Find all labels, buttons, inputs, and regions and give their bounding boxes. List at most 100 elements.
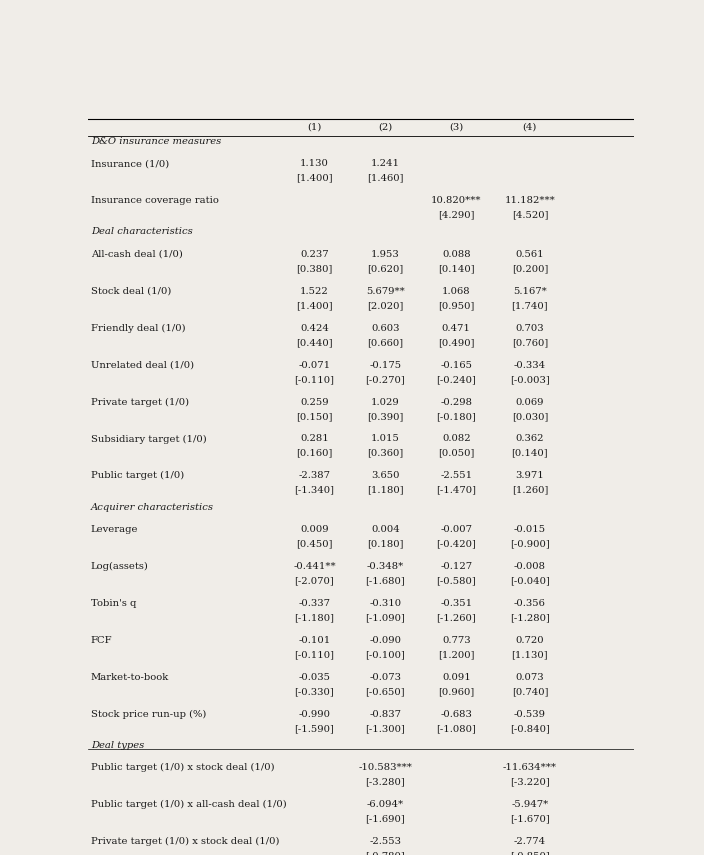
Text: 0.471: 0.471 bbox=[442, 324, 471, 333]
Text: [1.400]: [1.400] bbox=[296, 174, 333, 183]
Text: [-1.080]: [-1.080] bbox=[436, 724, 476, 733]
Text: -0.351: -0.351 bbox=[440, 598, 472, 608]
Text: D&O insurance measures: D&O insurance measures bbox=[91, 137, 221, 146]
Text: [0.490]: [0.490] bbox=[438, 338, 474, 347]
Text: [0.150]: [0.150] bbox=[296, 412, 333, 421]
Text: 5.679**: 5.679** bbox=[366, 286, 405, 296]
Text: -2.387: -2.387 bbox=[298, 471, 330, 481]
Text: 0.082: 0.082 bbox=[442, 434, 470, 444]
Text: -5.947*: -5.947* bbox=[511, 800, 548, 809]
Text: [-0.270]: [-0.270] bbox=[365, 374, 406, 384]
Text: [0.050]: [0.050] bbox=[438, 449, 474, 457]
Text: -11.634***: -11.634*** bbox=[503, 764, 557, 772]
Text: 0.703: 0.703 bbox=[515, 324, 544, 333]
Text: -0.101: -0.101 bbox=[298, 636, 331, 645]
Text: 1.130: 1.130 bbox=[300, 159, 329, 168]
Text: -0.683: -0.683 bbox=[440, 710, 472, 718]
Text: [4.520]: [4.520] bbox=[512, 210, 548, 220]
Text: [0.200]: [0.200] bbox=[512, 264, 548, 273]
Text: Market-to-book: Market-to-book bbox=[91, 673, 169, 681]
Text: [0.160]: [0.160] bbox=[296, 449, 332, 457]
Text: All-cash deal (1/0): All-cash deal (1/0) bbox=[91, 250, 182, 259]
Text: [-1.670]: [-1.670] bbox=[510, 814, 550, 823]
Text: Deal types: Deal types bbox=[91, 740, 144, 750]
Text: [-0.110]: [-0.110] bbox=[294, 650, 334, 659]
Text: [0.180]: [0.180] bbox=[367, 540, 403, 548]
Text: 0.009: 0.009 bbox=[300, 525, 329, 534]
Text: -0.090: -0.090 bbox=[370, 636, 401, 645]
Text: 0.424: 0.424 bbox=[300, 324, 329, 333]
Text: [-0.850]: [-0.850] bbox=[510, 852, 550, 855]
Text: [2.020]: [2.020] bbox=[367, 301, 403, 310]
Text: [-3.220]: [-3.220] bbox=[510, 777, 550, 787]
Text: -0.990: -0.990 bbox=[298, 710, 330, 718]
Text: [0.140]: [0.140] bbox=[438, 264, 474, 273]
Text: [0.440]: [0.440] bbox=[296, 338, 333, 347]
Text: 0.088: 0.088 bbox=[442, 250, 470, 259]
Text: [0.950]: [0.950] bbox=[438, 301, 474, 310]
Text: Stock deal (1/0): Stock deal (1/0) bbox=[91, 286, 171, 296]
Text: [0.760]: [0.760] bbox=[512, 338, 548, 347]
Text: [-1.690]: [-1.690] bbox=[365, 814, 406, 823]
Text: 0.069: 0.069 bbox=[516, 398, 544, 406]
Text: 0.004: 0.004 bbox=[371, 525, 400, 534]
Text: 11.182***: 11.182*** bbox=[505, 197, 555, 205]
Text: Stock price run-up (%): Stock price run-up (%) bbox=[91, 710, 206, 719]
Text: Private target (1/0): Private target (1/0) bbox=[91, 398, 189, 407]
Text: [1.740]: [1.740] bbox=[512, 301, 548, 310]
Text: [-0.330]: [-0.330] bbox=[294, 687, 334, 696]
Text: -0.071: -0.071 bbox=[298, 361, 330, 369]
Text: [-0.040]: [-0.040] bbox=[510, 576, 550, 585]
Text: -0.008: -0.008 bbox=[514, 562, 546, 571]
Text: [0.360]: [0.360] bbox=[367, 449, 403, 457]
Text: 1.015: 1.015 bbox=[371, 434, 400, 444]
Text: 5.167*: 5.167* bbox=[513, 286, 547, 296]
Text: [1.130]: [1.130] bbox=[512, 650, 548, 659]
Text: [-2.070]: [-2.070] bbox=[294, 576, 334, 585]
Text: -0.310: -0.310 bbox=[370, 598, 401, 608]
Text: [1.260]: [1.260] bbox=[512, 486, 548, 495]
Text: 1.953: 1.953 bbox=[371, 250, 400, 259]
Text: Log(assets): Log(assets) bbox=[91, 562, 149, 571]
Text: -0.837: -0.837 bbox=[370, 710, 401, 718]
Text: Tobin's q: Tobin's q bbox=[91, 598, 136, 608]
Text: 0.237: 0.237 bbox=[300, 250, 329, 259]
Text: Public target (1/0) x stock deal (1/0): Public target (1/0) x stock deal (1/0) bbox=[91, 763, 275, 772]
Text: [-1.280]: [-1.280] bbox=[510, 613, 550, 622]
Text: Acquirer characteristics: Acquirer characteristics bbox=[91, 503, 214, 511]
Text: [-1.180]: [-1.180] bbox=[294, 613, 334, 622]
Text: [0.660]: [0.660] bbox=[367, 338, 403, 347]
Text: -0.175: -0.175 bbox=[370, 361, 401, 369]
Text: -0.165: -0.165 bbox=[440, 361, 472, 369]
Text: [-1.680]: [-1.680] bbox=[365, 576, 406, 585]
Text: [1.460]: [1.460] bbox=[367, 174, 403, 183]
Text: [-0.900]: [-0.900] bbox=[510, 540, 550, 548]
Text: Private target (1/0) x stock deal (1/0): Private target (1/0) x stock deal (1/0) bbox=[91, 837, 279, 846]
Text: [-1.090]: [-1.090] bbox=[365, 613, 406, 622]
Text: [-0.650]: [-0.650] bbox=[365, 687, 406, 696]
Text: [0.960]: [0.960] bbox=[438, 687, 474, 696]
Text: -0.539: -0.539 bbox=[514, 710, 546, 718]
Text: (3): (3) bbox=[449, 122, 463, 132]
Text: 0.773: 0.773 bbox=[442, 636, 470, 645]
Text: Subsidiary target (1/0): Subsidiary target (1/0) bbox=[91, 434, 206, 444]
Text: [-0.420]: [-0.420] bbox=[436, 540, 476, 548]
Text: Public target (1/0): Public target (1/0) bbox=[91, 471, 184, 481]
Text: Insurance coverage ratio: Insurance coverage ratio bbox=[91, 197, 219, 205]
Text: [-3.280]: [-3.280] bbox=[365, 777, 406, 787]
Text: [1.400]: [1.400] bbox=[296, 301, 333, 310]
Text: [-0.110]: [-0.110] bbox=[294, 374, 334, 384]
Text: Leverage: Leverage bbox=[91, 525, 138, 534]
Text: [-1.590]: [-1.590] bbox=[294, 724, 334, 733]
Text: 0.603: 0.603 bbox=[371, 324, 400, 333]
Text: 0.073: 0.073 bbox=[515, 673, 544, 681]
Text: [1.180]: [1.180] bbox=[367, 486, 403, 495]
Text: [0.620]: [0.620] bbox=[367, 264, 403, 273]
Text: [-1.340]: [-1.340] bbox=[294, 486, 334, 495]
Text: 10.820***: 10.820*** bbox=[431, 197, 482, 205]
Text: -0.035: -0.035 bbox=[298, 673, 330, 681]
Text: -0.298: -0.298 bbox=[440, 398, 472, 406]
Text: [0.380]: [0.380] bbox=[296, 264, 332, 273]
Text: 0.561: 0.561 bbox=[515, 250, 544, 259]
Text: (4): (4) bbox=[523, 122, 537, 132]
